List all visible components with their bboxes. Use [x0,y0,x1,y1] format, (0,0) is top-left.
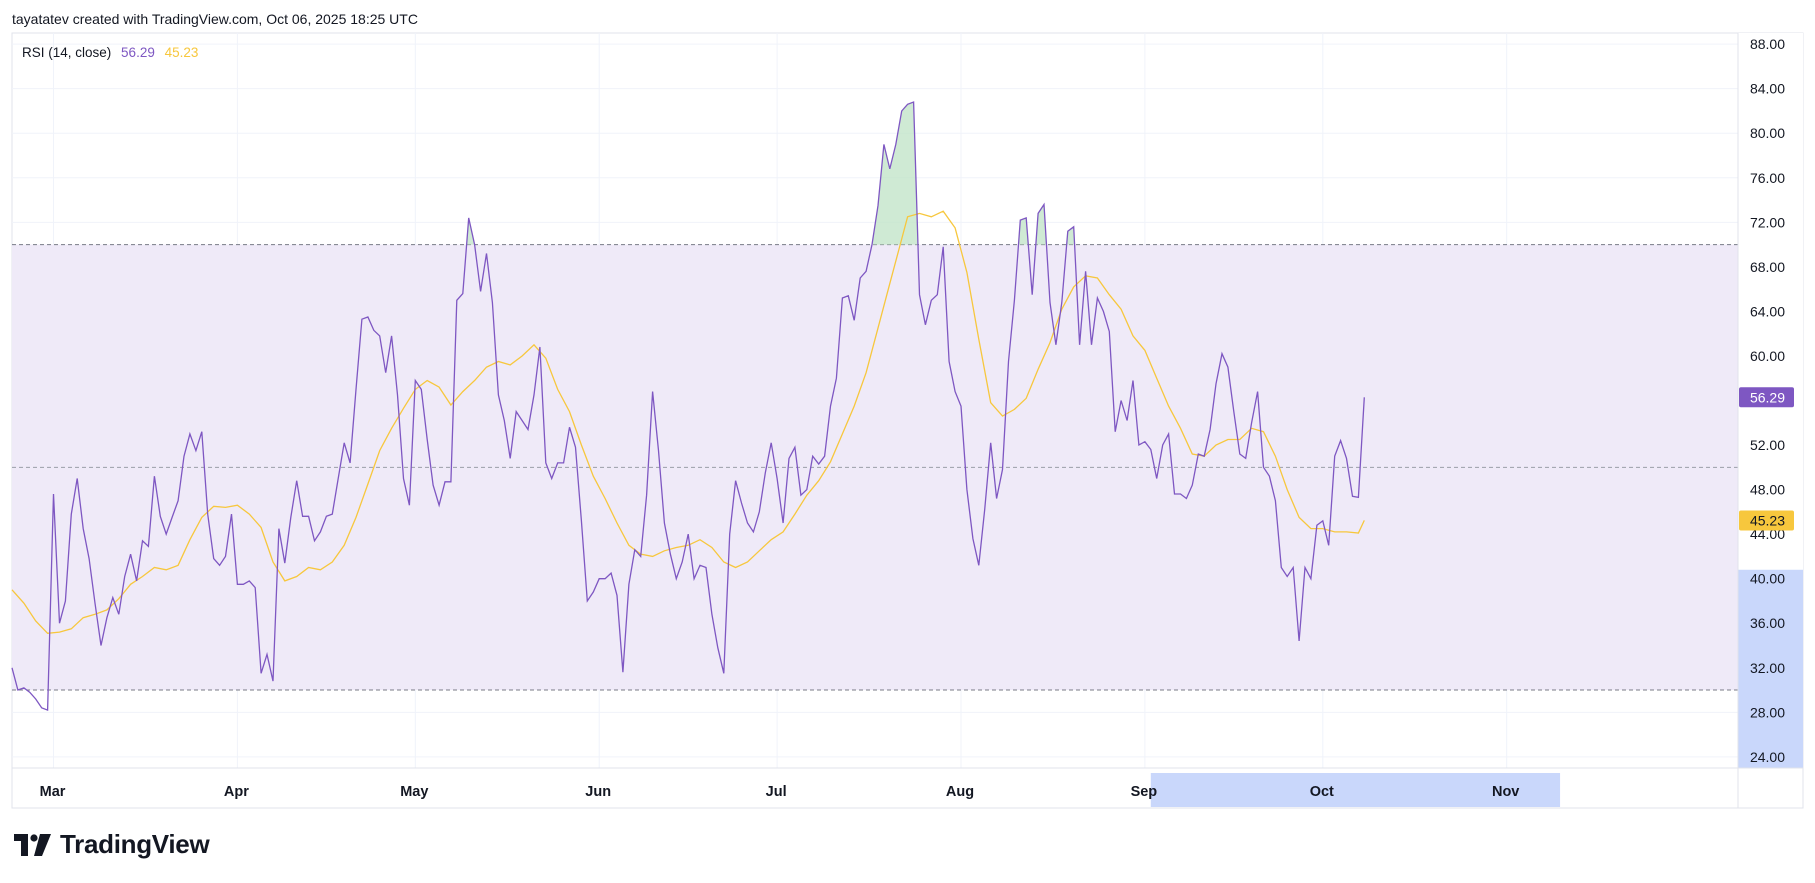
y-tick-label: 84.00 [1750,81,1785,97]
y-tick-label: 32.00 [1750,660,1785,676]
y-tick-label: 48.00 [1750,482,1785,498]
legend-rsi-value: 56.29 [121,45,155,60]
tradingview-logo-icon [14,833,51,856]
y-tick-label: 24.00 [1750,749,1785,765]
y-tick-label: 64.00 [1750,303,1785,319]
x-tick-label: Jul [766,784,787,800]
brand-name: TradingView [60,829,210,859]
y-tick-label: 36.00 [1750,615,1785,631]
chart-header: tayatatev created with TradingView.com, … [12,11,418,27]
x-tick-label: Nov [1492,784,1519,800]
y-tick-label: 88.00 [1750,36,1785,52]
price-axis-highlight [1738,569,1803,768]
last-value-label: 45.23 [1750,512,1785,528]
y-tick-label: 80.00 [1750,125,1785,141]
last-value-label: 56.29 [1750,389,1785,405]
last-value-badge [1739,387,1794,408]
x-tick-label: Aug [946,784,974,800]
y-axis-ticks: 88.00 84.00 80.00 76.00 72.00 68.00 64.00 60.00… [1750,36,1785,765]
legend-label: RSI (14, close) [22,45,112,60]
y-tick-label: 40.00 [1750,571,1785,587]
y-tick-label: 28.00 [1750,704,1785,720]
overbought-fill [466,102,1075,245]
y-tick-label: 72.00 [1750,214,1785,230]
indicator-legend[interactable]: RSI (14, close) 56.29 45.23 [22,45,204,60]
ma-series-line [11,210,1365,634]
time-axis-highlight [1150,773,1561,807]
y-tick-label: 60.00 [1750,348,1785,364]
y-tick-label: 68.00 [1750,259,1785,275]
x-tick-label: Mar [40,784,66,800]
x-tick-label: Apr [224,784,249,800]
rsi-series-line [11,101,1365,712]
x-tick-label: Jun [585,784,611,800]
x-tick-label: Sep [1131,784,1158,800]
x-tick-label: Oct [1310,784,1334,800]
x-axis-ticks: Mar Apr May Jun Jul Aug Sep Oct Nov [40,784,1520,800]
y-tick-label: 76.00 [1750,170,1785,186]
y-tick-label: 52.00 [1750,437,1785,453]
last-value-badges: 56.29 45.23 [1739,387,1794,531]
tradingview-brand[interactable]: TradingView [14,829,210,860]
last-value-badge [1739,510,1794,531]
x-tick-label: May [400,784,428,800]
legend-ma-value: 45.23 [164,45,199,60]
